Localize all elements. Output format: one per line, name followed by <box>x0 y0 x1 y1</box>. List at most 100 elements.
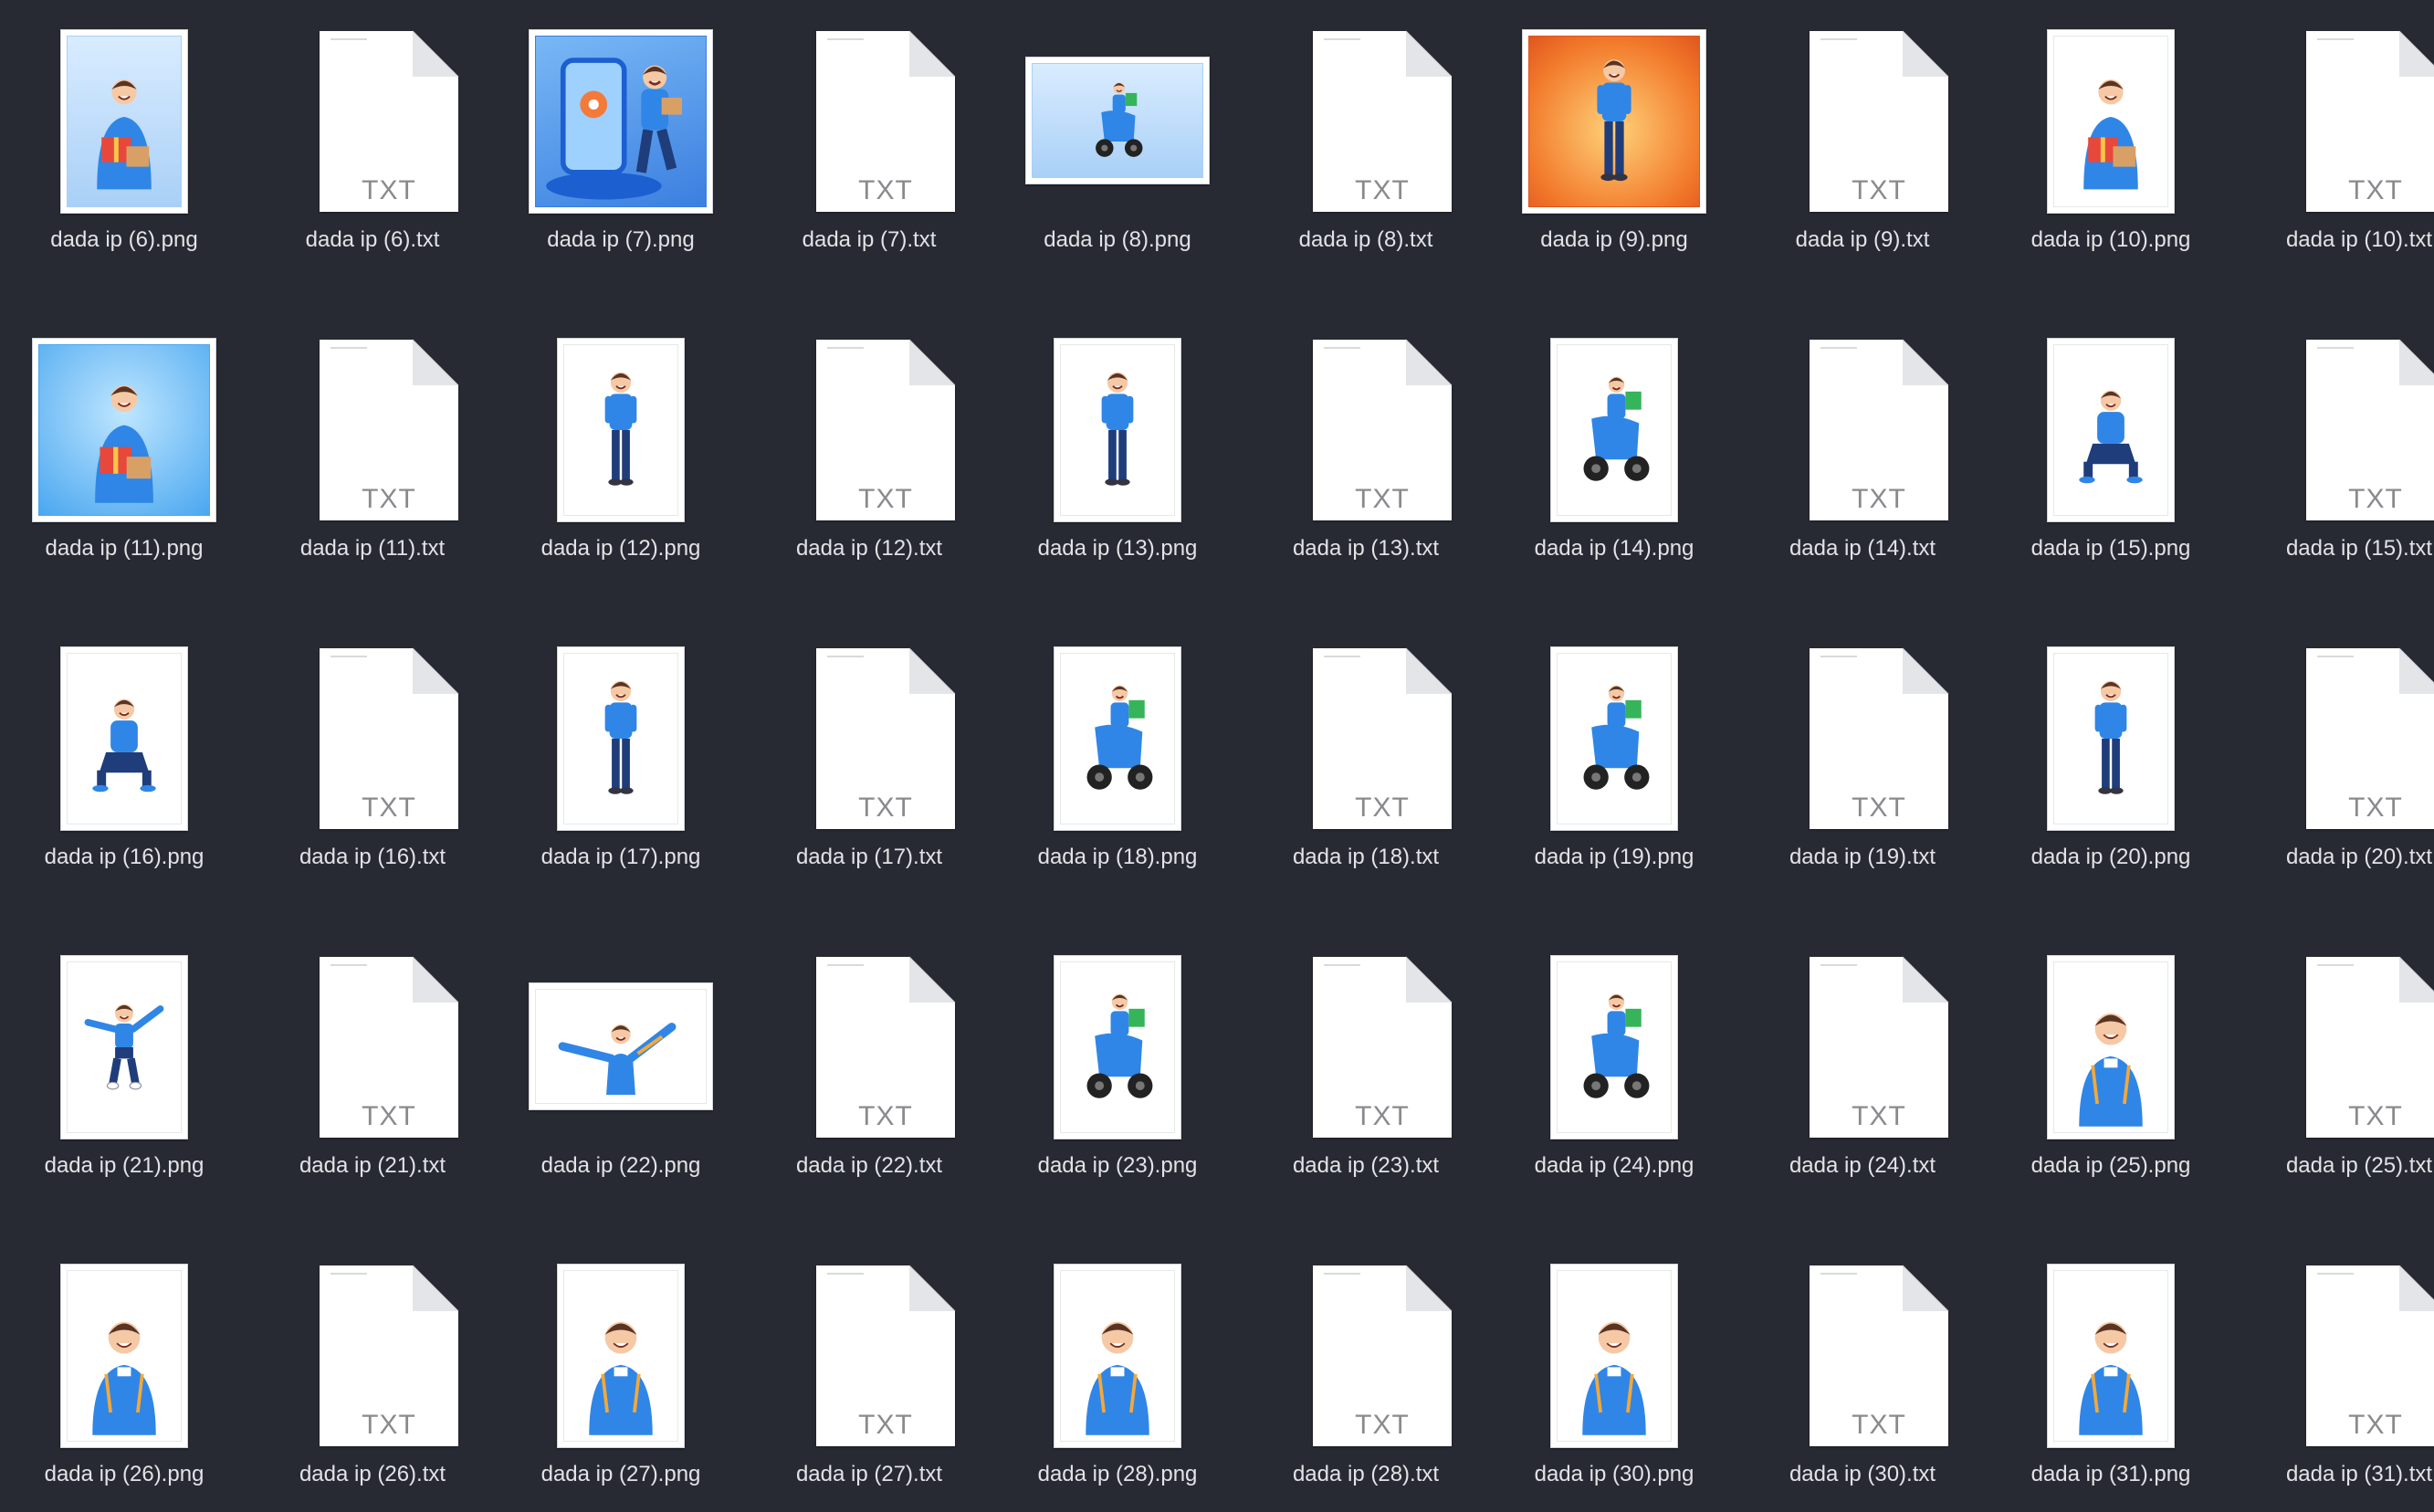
file-thumbnail[interactable] <box>0 926 248 1143</box>
file-thumbnail[interactable]: TXT <box>745 926 993 1143</box>
file-thumbnail[interactable] <box>1987 309 2235 526</box>
file-thumbnail[interactable] <box>993 926 1242 1143</box>
file-item-txt[interactable]: TXT dada ip (16).txt <box>248 617 497 891</box>
file-item-png[interactable]: dada ip (21).png <box>0 926 248 1200</box>
file-item-txt[interactable]: TXT dada ip (19).txt <box>1738 617 1987 891</box>
file-item-txt[interactable]: TXT dada ip (14).txt <box>1738 309 1987 583</box>
file-item-txt[interactable]: TXT dada ip (6).txt <box>248 0 497 274</box>
file-item-png[interactable]: dada ip (26).png <box>0 1234 248 1508</box>
file-thumbnail[interactable]: TXT <box>1242 309 1490 526</box>
file-item-txt[interactable]: TXT dada ip (21).txt <box>248 926 497 1200</box>
file-item-png[interactable]: dada ip (24).png <box>1490 926 1738 1200</box>
file-item-txt[interactable]: TXT dada ip (28).txt <box>1242 1234 1490 1508</box>
file-item-png[interactable]: dada ip (25).png <box>1987 926 2235 1200</box>
file-thumbnail[interactable]: TXT <box>248 309 497 526</box>
file-thumbnail[interactable] <box>497 617 745 835</box>
file-item-txt[interactable]: TXT dada ip (12).txt <box>745 309 993 583</box>
file-thumbnail[interactable] <box>993 309 1242 526</box>
file-item-png[interactable]: dada ip (9).png <box>1490 0 1738 274</box>
file-item-png[interactable]: dada ip (13).png <box>993 309 1242 583</box>
file-item-txt[interactable]: TXT dada ip (18).txt <box>1242 617 1490 891</box>
file-item-png[interactable]: dada ip (12).png <box>497 309 745 583</box>
file-item-png[interactable]: dada ip (23).png <box>993 926 1242 1200</box>
file-thumbnail[interactable] <box>0 617 248 835</box>
file-thumbnail[interactable]: TXT <box>745 617 993 835</box>
file-thumbnail[interactable]: TXT <box>1242 926 1490 1143</box>
file-thumbnail[interactable] <box>497 1234 745 1452</box>
file-item-txt[interactable]: TXT dada ip (23).txt <box>1242 926 1490 1200</box>
file-item-png[interactable]: dada ip (19).png <box>1490 617 1738 891</box>
file-item-txt[interactable]: TXT dada ip (11).txt <box>248 309 497 583</box>
file-item-txt[interactable]: TXT dada ip (26).txt <box>248 1234 497 1508</box>
file-thumbnail[interactable]: TXT <box>248 617 497 835</box>
file-thumbnail[interactable]: TXT <box>248 926 497 1143</box>
file-item-png[interactable]: dada ip (31).png <box>1987 1234 2235 1508</box>
file-thumbnail[interactable]: TXT <box>1738 1234 1987 1452</box>
file-thumbnail[interactable]: TXT <box>2235 0 2434 217</box>
file-item-txt[interactable]: TXT dada ip (8).txt <box>1242 0 1490 274</box>
file-item-txt[interactable]: TXT dada ip (24).txt <box>1738 926 1987 1200</box>
file-thumbnail[interactable] <box>993 617 1242 835</box>
file-thumbnail[interactable] <box>1987 926 2235 1143</box>
file-item-png[interactable]: dada ip (27).png <box>497 1234 745 1508</box>
file-thumbnail[interactable]: TXT <box>1242 0 1490 217</box>
file-thumbnail[interactable] <box>1490 309 1738 526</box>
file-thumbnail[interactable]: TXT <box>2235 1234 2434 1452</box>
file-item-txt[interactable]: TXT dada ip (22).txt <box>745 926 993 1200</box>
file-item-png[interactable]: dada ip (15).png <box>1987 309 2235 583</box>
file-item-txt[interactable]: TXT dada ip (7).txt <box>745 0 993 274</box>
file-item-png[interactable]: dada ip (17).png <box>497 617 745 891</box>
file-thumbnail[interactable] <box>1490 1234 1738 1452</box>
file-thumbnail[interactable] <box>0 1234 248 1452</box>
file-item-txt[interactable]: TXT dada ip (25).txt <box>2235 926 2434 1200</box>
file-thumbnail[interactable] <box>497 0 745 217</box>
file-thumbnail[interactable] <box>0 309 248 526</box>
file-item-png[interactable]: dada ip (10).png <box>1987 0 2235 274</box>
file-thumbnail[interactable]: TXT <box>1242 1234 1490 1452</box>
file-thumbnail[interactable] <box>0 0 248 217</box>
file-thumbnail[interactable]: TXT <box>248 0 497 217</box>
file-thumbnail[interactable] <box>497 309 745 526</box>
file-item-txt[interactable]: TXT dada ip (15).txt <box>2235 309 2434 583</box>
file-item-png[interactable]: dada ip (11).png <box>0 309 248 583</box>
file-thumbnail[interactable] <box>1490 617 1738 835</box>
file-item-png[interactable]: dada ip (20).png <box>1987 617 2235 891</box>
file-thumbnail[interactable]: TXT <box>2235 309 2434 526</box>
file-thumbnail[interactable]: TXT <box>1738 926 1987 1143</box>
file-item-png[interactable]: dada ip (16).png <box>0 617 248 891</box>
file-thumbnail[interactable]: TXT <box>745 1234 993 1452</box>
file-thumbnail[interactable] <box>1987 1234 2235 1452</box>
file-item-png[interactable]: dada ip (8).png <box>993 0 1242 274</box>
file-thumbnail[interactable] <box>1987 0 2235 217</box>
file-item-png[interactable]: dada ip (18).png <box>993 617 1242 891</box>
file-thumbnail[interactable]: TXT <box>745 309 993 526</box>
file-thumbnail[interactable] <box>993 0 1242 217</box>
file-thumbnail[interactable]: TXT <box>1738 617 1987 835</box>
file-item-txt[interactable]: TXT dada ip (10).txt <box>2235 0 2434 274</box>
file-item-txt[interactable]: TXT dada ip (13).txt <box>1242 309 1490 583</box>
file-item-png[interactable]: dada ip (22).png <box>497 926 745 1200</box>
file-thumbnail[interactable]: TXT <box>1738 309 1987 526</box>
file-item-png[interactable]: dada ip (6).png <box>0 0 248 274</box>
file-item-png[interactable]: dada ip (14).png <box>1490 309 1738 583</box>
file-item-txt[interactable]: TXT dada ip (17).txt <box>745 617 993 891</box>
file-item-png[interactable]: dada ip (30).png <box>1490 1234 1738 1508</box>
file-thumbnail[interactable] <box>1490 926 1738 1143</box>
file-thumbnail[interactable]: TXT <box>248 1234 497 1452</box>
file-item-png[interactable]: dada ip (28).png <box>993 1234 1242 1508</box>
file-thumbnail[interactable]: TXT <box>745 0 993 217</box>
file-item-txt[interactable]: TXT dada ip (9).txt <box>1738 0 1987 274</box>
file-item-txt[interactable]: TXT dada ip (31).txt <box>2235 1234 2434 1508</box>
file-item-txt[interactable]: TXT dada ip (27).txt <box>745 1234 993 1508</box>
file-thumbnail[interactable]: TXT <box>1242 617 1490 835</box>
file-thumbnail[interactable]: TXT <box>2235 617 2434 835</box>
file-thumbnail[interactable] <box>1490 0 1738 217</box>
file-thumbnail[interactable]: TXT <box>2235 926 2434 1143</box>
file-item-png[interactable]: dada ip (7).png <box>497 0 745 274</box>
file-item-txt[interactable]: TXT dada ip (20).txt <box>2235 617 2434 891</box>
file-thumbnail[interactable]: TXT <box>1738 0 1987 217</box>
file-thumbnail[interactable] <box>993 1234 1242 1452</box>
file-item-txt[interactable]: TXT dada ip (30).txt <box>1738 1234 1987 1508</box>
file-thumbnail[interactable] <box>497 926 745 1143</box>
file-thumbnail[interactable] <box>1987 617 2235 835</box>
